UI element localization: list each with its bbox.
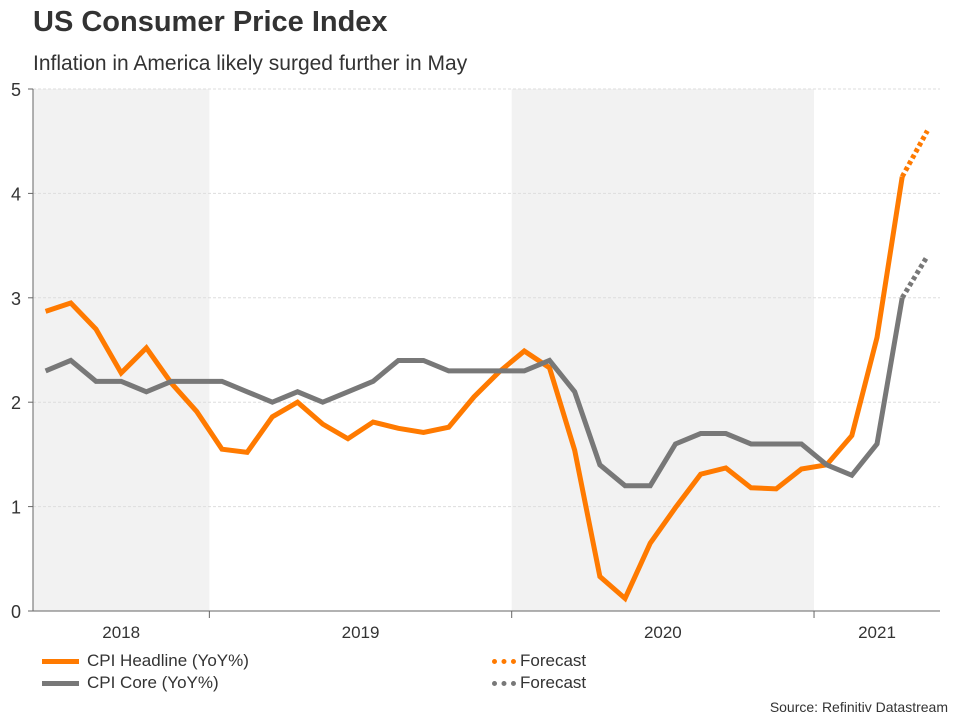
x-tick-labels: 2018 2019 2020 2021 <box>102 623 896 642</box>
legend-item-core-forecast: Forecast <box>492 673 586 693</box>
legend-label-headline-forecast: Forecast <box>520 651 587 670</box>
x-tick-label-2018: 2018 <box>102 623 140 642</box>
y-tick-label-1: 1 <box>11 498 21 518</box>
legend-swatch-headline-forecast <box>492 658 516 664</box>
axes <box>28 88 940 618</box>
legend-item-headline: CPI Headline (YoY%) <box>42 651 249 671</box>
year-band-2018 <box>33 89 210 611</box>
y-tick-labels: 0 1 2 3 4 5 <box>11 80 21 622</box>
y-tick-label-4: 4 <box>11 184 21 204</box>
x-tick-label-2021: 2021 <box>858 623 896 642</box>
legend-label-core-forecast: Forecast <box>520 673 587 692</box>
year-band-2020 <box>511 89 815 611</box>
legend-label-core: CPI Core (YoY%) <box>87 673 219 692</box>
legend-swatch-headline <box>42 658 79 664</box>
y-tick-label-3: 3 <box>11 289 21 309</box>
year-shading <box>33 89 815 611</box>
y-tick-label-0: 0 <box>11 602 21 622</box>
legend-item-headline-forecast: Forecast <box>492 651 586 671</box>
series-lines <box>44 129 930 603</box>
y-tick-label-2: 2 <box>11 393 21 413</box>
legend-label-headline: CPI Headline (YoY%) <box>87 651 249 670</box>
chart-subtitle: Inflation in America likely surged furth… <box>33 52 468 75</box>
gridlines <box>33 88 940 508</box>
x-tick-label-2020: 2020 <box>644 623 682 642</box>
source-note: Source: Refinitiv Datastream <box>769 699 948 715</box>
series-line-cpi-core <box>44 297 905 489</box>
legend-item-core: CPI Core (YoY%) <box>42 673 219 693</box>
forecast-line-core <box>900 254 930 300</box>
y-tick-label-5: 5 <box>11 80 21 100</box>
series-line-cpi-headline <box>44 176 905 603</box>
legend-swatch-core <box>42 680 79 686</box>
legend-swatch-core-forecast <box>492 680 516 686</box>
x-tick-label-2019: 2019 <box>342 623 380 642</box>
forecast-line-headline <box>900 129 930 178</box>
chart-title: US Consumer Price Index <box>33 6 388 38</box>
